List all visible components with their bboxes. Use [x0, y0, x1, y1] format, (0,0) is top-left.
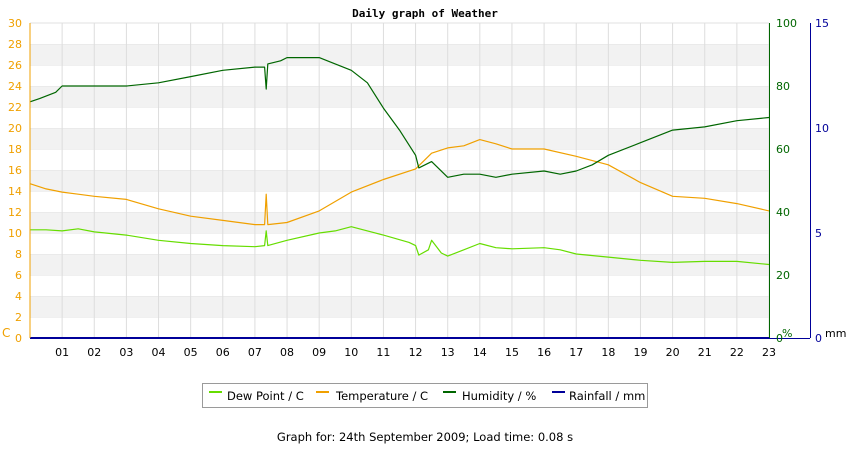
x-tick-label: 11	[376, 346, 390, 359]
grid-band	[30, 254, 769, 275]
legend-label-dew-point: Dew Point / C	[227, 389, 304, 403]
legend-label-rainfall: Rainfall / mm	[569, 389, 646, 403]
x-tick-label: 22	[730, 346, 744, 359]
y-left-tick-label: 24	[8, 80, 22, 93]
grid-band	[30, 23, 769, 44]
x-tick-label: 01	[55, 346, 69, 359]
vertical-gridlines	[61, 23, 770, 338]
x-tick-label: 14	[473, 346, 487, 359]
y-left-tick-label: 30	[8, 17, 22, 30]
grid-band	[30, 296, 769, 317]
y-left-tick-label: 8	[15, 248, 22, 261]
series-line-humidity	[29, 56, 770, 178]
y-left-tick-label: 2	[15, 311, 22, 324]
grid-band	[30, 65, 769, 86]
y-rain-tick-label: 5	[815, 227, 822, 240]
series-line-temperature	[29, 139, 770, 226]
y-humidity-tick-label: 0	[776, 332, 783, 345]
x-tick-label: 15	[505, 346, 519, 359]
y-left-tick-label: 10	[8, 227, 22, 240]
x-tick-label: 09	[312, 346, 326, 359]
x-tick-label: 13	[441, 346, 455, 359]
y-left-tick-label: 4	[15, 290, 22, 303]
x-tick-label: 20	[666, 346, 680, 359]
grid-band	[30, 191, 769, 212]
legend-swatch-rainfall	[552, 391, 565, 393]
y-humidity-tick-label: 40	[776, 206, 790, 219]
y-left-tick-label: 22	[8, 101, 22, 114]
x-tick-label: 05	[184, 346, 198, 359]
x-tick-label: 19	[633, 346, 647, 359]
grid-band	[30, 86, 769, 107]
y-rain-unit-label: mm	[825, 327, 846, 340]
footer-text: Graph for: 24th September 2009; Load tim…	[276, 430, 574, 444]
y-humidity-tick-label: 60	[776, 143, 790, 156]
grid-band	[30, 149, 769, 170]
y-left-tick-label: 16	[8, 164, 22, 177]
grid-band	[30, 233, 769, 254]
y-humidity-tick-label: 80	[776, 80, 790, 93]
x-tick-label: 10	[344, 346, 358, 359]
y-humidity-tick-label: 100	[776, 17, 797, 30]
y-left-unit-label: C	[2, 326, 10, 340]
series-line-dew-point	[30, 226, 770, 266]
y-left-tick-label: 14	[8, 185, 22, 198]
legend-swatch-dew-point	[209, 391, 222, 393]
grid-band	[30, 212, 769, 233]
axes	[29, 23, 811, 339]
x-tick-label: 12	[409, 346, 423, 359]
x-tick-label: 21	[698, 346, 712, 359]
legend-label-humidity: Humidity / %	[462, 389, 537, 403]
x-tick-label: 04	[152, 346, 166, 359]
x-tick-label: 18	[601, 346, 615, 359]
grid-band	[30, 44, 769, 65]
y-left-tick-label: 20	[8, 122, 22, 135]
y-left-tick-label: 12	[8, 206, 22, 219]
y-left-tick-label: 6	[15, 269, 22, 282]
grid-bands	[30, 22, 769, 338]
grid-band	[30, 128, 769, 149]
y-left-tick-label: 0	[15, 332, 22, 345]
grid-band	[30, 107, 769, 128]
x-tick-label: 08	[280, 346, 294, 359]
legend-swatch-temperature	[316, 391, 329, 393]
y-humidity-tick-label: 20	[776, 269, 790, 282]
x-tick-label: 03	[119, 346, 133, 359]
grid-band	[30, 275, 769, 296]
y-left-tick-label: 28	[8, 38, 22, 51]
chart-title: Daily graph of Weather	[352, 7, 498, 20]
tick-labels: 01 02 03 04 05 06 07 08 09 10 11 12 13 14 15 16 17 18 19 20…	[2, 17, 846, 359]
y-humidity-unit-label: %	[782, 327, 792, 340]
x-tick-label: 07	[248, 346, 262, 359]
y-rain-tick-label: 0	[815, 332, 822, 345]
grid-band	[30, 317, 769, 338]
x-tick-label: 17	[569, 346, 583, 359]
y-left-tick-label: 18	[8, 143, 22, 156]
legend: Dew Point / C Temperature / C Humidity /…	[202, 383, 648, 408]
legend-label-temperature: Temperature / C	[336, 389, 429, 403]
y-rain-tick-label: 15	[815, 17, 829, 30]
y-rain-tick-label: 10	[815, 122, 829, 135]
y-left-tick-label: 26	[8, 59, 22, 72]
x-tick-label: 23	[762, 346, 776, 359]
x-tick-label: 06	[216, 346, 230, 359]
x-tick-label: 02	[87, 346, 101, 359]
legend-swatch-humidity	[443, 391, 456, 393]
x-tick-label: 16	[537, 346, 551, 359]
grid-band	[30, 170, 769, 191]
